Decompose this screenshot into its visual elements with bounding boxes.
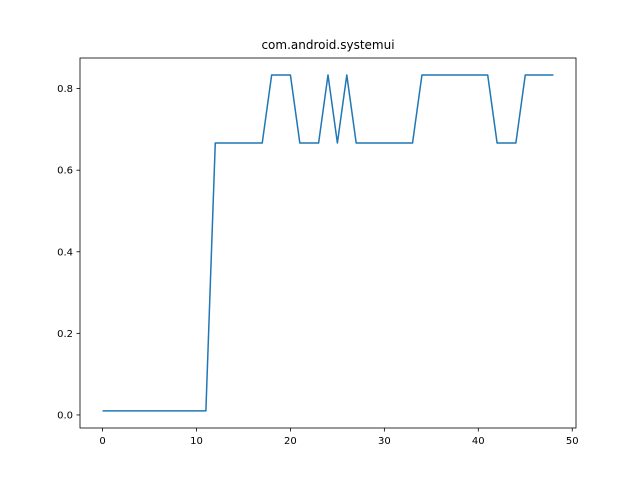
y-tick-label: 0.0 — [57, 410, 73, 421]
x-tick-label: 40 — [472, 436, 485, 447]
x-tick-label: 20 — [284, 436, 297, 447]
x-tick-label: 0 — [99, 436, 105, 447]
chart-title: com.android.systemui — [261, 38, 394, 52]
y-tick-label: 0.8 — [57, 84, 73, 95]
plot-frame — [79, 57, 577, 429]
series-layer — [102, 74, 554, 412]
x-tick-label: 50 — [566, 436, 579, 447]
x-tick-label: 30 — [378, 436, 391, 447]
y-axis: 0.0 0.2 0.4 0.6 0.8 — [57, 84, 80, 421]
y-tick-label: 0.4 — [57, 247, 73, 258]
x-axis: 0 10 20 30 40 50 — [99, 428, 579, 447]
x-tick-label: 10 — [190, 436, 203, 447]
y-tick-label: 0.2 — [57, 329, 73, 340]
series-line-0 — [102, 74, 554, 412]
y-tick-label: 0.6 — [57, 166, 73, 177]
